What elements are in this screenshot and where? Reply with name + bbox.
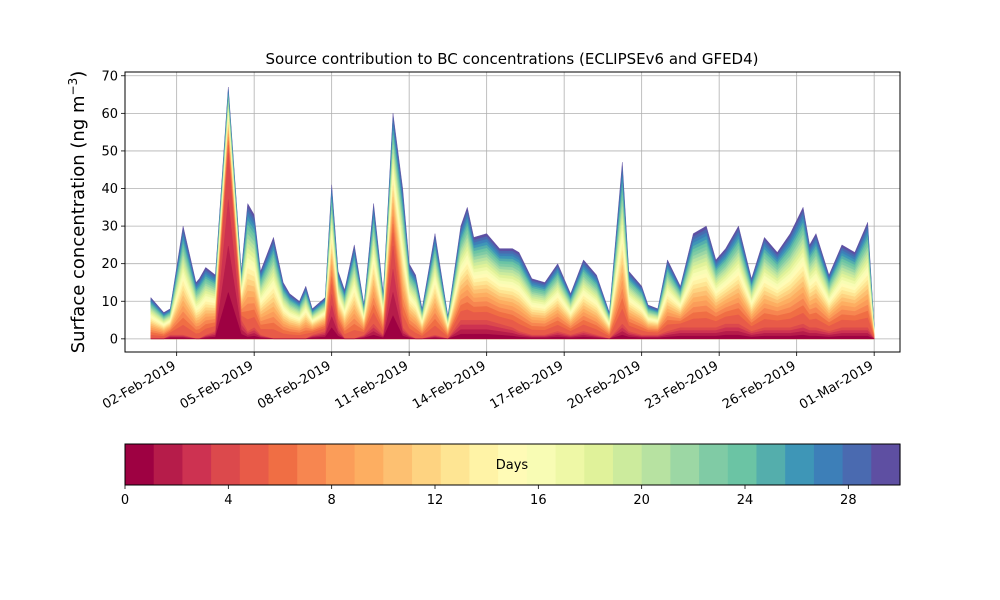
y-axis-title-main: Surface concentration (ng m xyxy=(68,95,89,353)
y-tick-label: 10 xyxy=(101,295,118,310)
colorbar-swatch xyxy=(153,444,183,485)
colorbar-swatch xyxy=(727,444,758,485)
y-tick-label: 0 xyxy=(110,332,118,347)
colorbar-swatch xyxy=(325,444,356,485)
y-axis-title: Surface concentration (ng m−3) xyxy=(66,71,89,354)
x-tick-label: 17-Feb-2019 xyxy=(488,358,567,412)
colorbar-swatch xyxy=(211,444,241,485)
y-tick-label: 70 xyxy=(101,69,118,84)
colorbar-ticks: 0 4 8 12 16 20 24 28 xyxy=(121,485,857,508)
colorbar-tick-label: 12 xyxy=(427,493,444,508)
colorbar-swatch xyxy=(383,444,413,485)
x-axis: 02-Feb-201905-Feb-201908-Feb-201911-Feb-… xyxy=(100,352,876,413)
colorbar-frame xyxy=(124,443,901,486)
x-tick-label: 26-Feb-2019 xyxy=(720,358,799,412)
colorbar-swatch xyxy=(125,444,155,485)
y-axis: 0 10 20 30 40 50 60 70 xyxy=(101,69,125,347)
colorbar-swatch xyxy=(239,444,270,485)
colorbar-tick-label: 8 xyxy=(328,493,336,508)
y-tick-label: 30 xyxy=(101,220,118,235)
x-tick-label: 14-Feb-2019 xyxy=(410,358,489,412)
colorbar-tick-label: 16 xyxy=(530,493,547,508)
colorbar-swatch xyxy=(182,444,212,485)
colorbar-swatch xyxy=(842,444,872,485)
colorbar-swatch xyxy=(612,444,643,485)
colorbar-swatch xyxy=(268,444,298,485)
colorbar-tick-label: 0 xyxy=(121,493,129,508)
y-tick-label: 40 xyxy=(101,182,118,197)
stacked-area-plot xyxy=(150,86,875,340)
colorbar-swatch xyxy=(785,444,815,485)
colorbar-swatch xyxy=(699,444,729,485)
colorbar-tick-label: 28 xyxy=(840,493,857,508)
chart-title: Source contribution to BC concentrations… xyxy=(265,50,758,68)
colorbar-swatch xyxy=(526,444,557,485)
x-tick-label: 11-Feb-2019 xyxy=(333,358,412,412)
colorbar-swatch xyxy=(584,444,614,485)
x-tick-label: 23-Feb-2019 xyxy=(643,358,722,412)
colorbar-swatch xyxy=(297,444,327,485)
colorbar-swatch xyxy=(469,444,499,485)
colorbar-label: Days xyxy=(496,458,529,473)
y-tick-label: 50 xyxy=(101,144,118,159)
y-tick-label: 20 xyxy=(101,257,118,272)
colorbar-swatch xyxy=(440,444,471,485)
colorbar-tick-label: 4 xyxy=(224,493,232,508)
colorbar xyxy=(125,444,901,485)
colorbar-swatch xyxy=(412,444,442,485)
colorbar-tick-label: 20 xyxy=(633,493,650,508)
x-tick-label: 05-Feb-2019 xyxy=(178,358,257,412)
colorbar-swatch xyxy=(670,444,700,485)
colorbar-swatch xyxy=(813,444,844,485)
colorbar-swatch xyxy=(498,444,528,485)
y-axis-title-superscript: −3 xyxy=(66,78,80,96)
colorbar-swatch xyxy=(641,444,671,485)
colorbar-swatch xyxy=(756,444,786,485)
x-tick-label: 20-Feb-2019 xyxy=(565,358,644,412)
x-tick-label: 01-Mar-2019 xyxy=(797,358,876,412)
colorbar-tick-label: 24 xyxy=(737,493,754,508)
area-band xyxy=(150,291,875,340)
x-tick-label: 02-Feb-2019 xyxy=(100,358,179,412)
plot-frame xyxy=(124,71,901,353)
colorbar-swatch xyxy=(354,444,384,485)
y-axis-title-close: ) xyxy=(68,71,89,78)
colorbar-swatch xyxy=(871,444,901,485)
colorbar-swatch xyxy=(555,444,585,485)
x-tick-label: 08-Feb-2019 xyxy=(255,358,334,412)
y-tick-label: 60 xyxy=(101,107,118,122)
